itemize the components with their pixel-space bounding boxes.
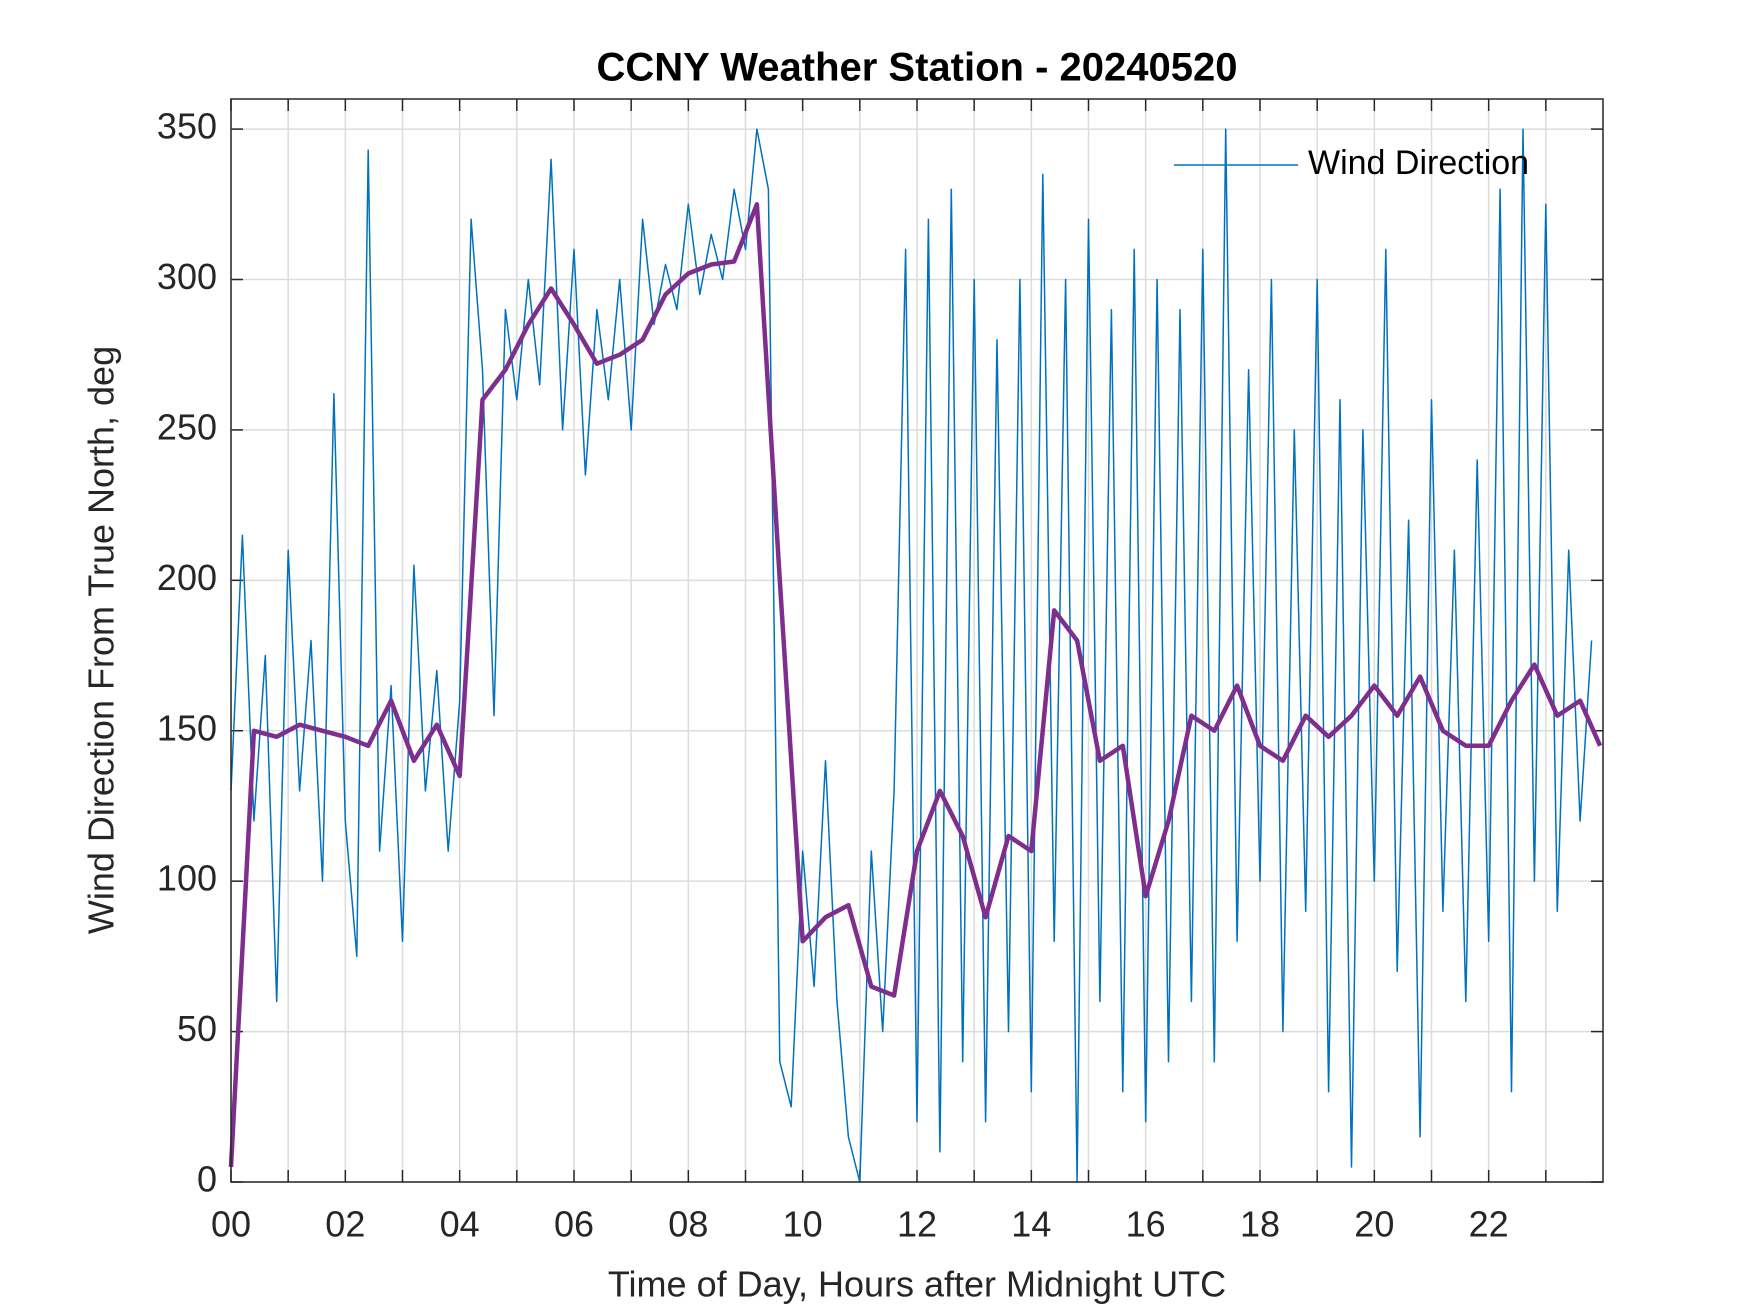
- y-tick-label: 350: [157, 106, 217, 147]
- x-tick-label: 10: [783, 1204, 823, 1245]
- y-tick-label: 0: [197, 1159, 217, 1200]
- x-tick-label: 20: [1354, 1204, 1394, 1245]
- x-tick-label: 12: [897, 1204, 937, 1245]
- x-tick-label: 06: [554, 1204, 594, 1245]
- y-tick-label: 300: [157, 256, 217, 297]
- x-tick-label: 22: [1469, 1204, 1509, 1245]
- x-tick-label: 00: [211, 1204, 251, 1245]
- x-tick-label: 08: [668, 1204, 708, 1245]
- legend-label: Wind Direction: [1308, 144, 1529, 182]
- x-tick-label: 18: [1240, 1204, 1280, 1245]
- y-tick-label: 150: [157, 707, 217, 748]
- y-tick-label: 50: [177, 1008, 217, 1049]
- axes-box: [230, 98, 1604, 1183]
- series-line: [228, 202, 1603, 1168]
- series-line: [230, 128, 1593, 1183]
- y-tick-label: 250: [157, 406, 217, 447]
- x-tick-label: 02: [325, 1204, 365, 1245]
- x-tick-label: 16: [1126, 1204, 1166, 1245]
- y-axis-label: Wind Direction From True North, deg: [81, 346, 122, 934]
- y-tick-label: 100: [157, 858, 217, 899]
- y-tick-label: 200: [157, 557, 217, 598]
- x-tick-label: 04: [440, 1204, 480, 1245]
- chart-title: CCNY Weather Station - 20240520: [597, 46, 1238, 90]
- x-tick-label: 14: [1011, 1204, 1051, 1245]
- x-axis-label: Time of Day, Hours after Midnight UTC: [608, 1264, 1226, 1305]
